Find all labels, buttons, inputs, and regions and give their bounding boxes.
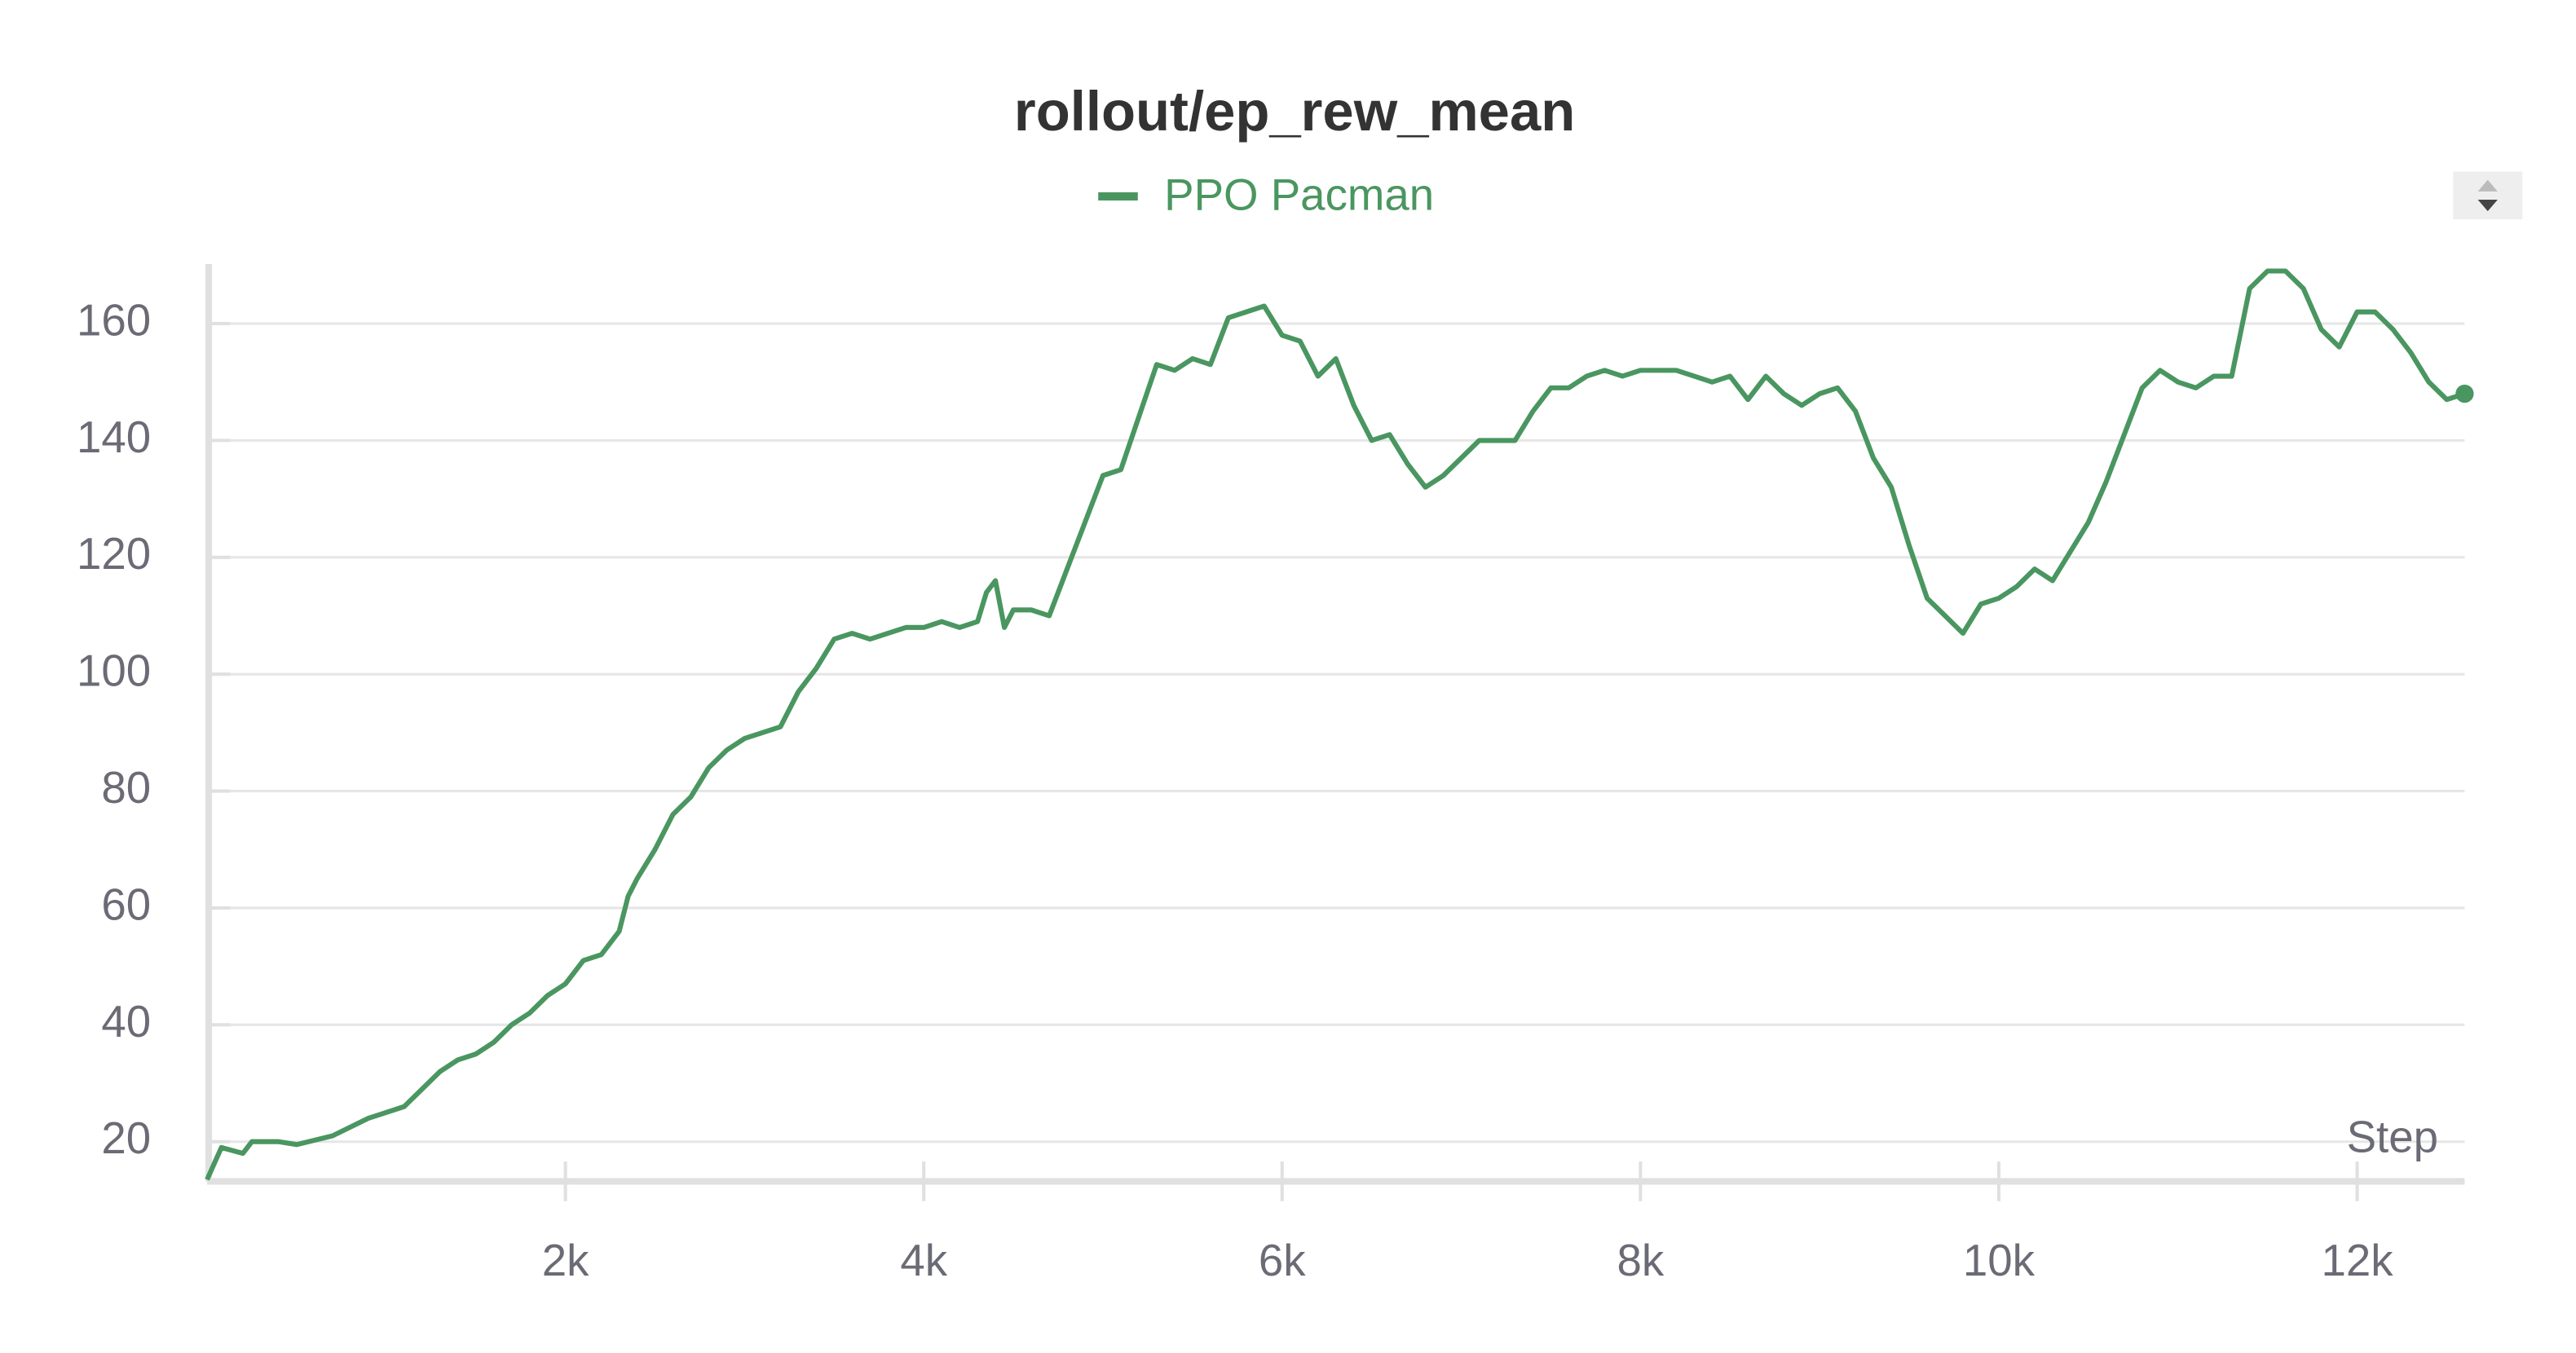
legend-label: PPO Pacman xyxy=(1164,170,1434,219)
x-tick-label: 8k xyxy=(1617,1236,1664,1285)
x-axis-label: Step xyxy=(2347,1112,2438,1161)
y-tick-label: 60 xyxy=(101,879,151,929)
x-tick-label: 10k xyxy=(1963,1236,2036,1285)
y-tick-label: 20 xyxy=(101,1113,151,1163)
x-tick-label: 4k xyxy=(900,1236,947,1285)
line xyxy=(205,268,2466,1181)
y-tick-label: 160 xyxy=(77,295,151,345)
y-tick-label: 40 xyxy=(101,997,151,1047)
y-tick-label: 140 xyxy=(77,412,151,462)
chart-title: rollout/ep_rew_mean xyxy=(1014,80,1575,143)
sort-icon[interactable] xyxy=(2453,171,2523,220)
x-tick-label: 2k xyxy=(542,1236,589,1285)
x-tick-label: 12k xyxy=(2321,1236,2393,1285)
y-tick-label: 100 xyxy=(77,646,151,696)
x-tick-label: 6k xyxy=(1259,1236,1306,1285)
end-point xyxy=(2455,384,2474,403)
legend: PPO Pacman xyxy=(1098,170,1434,219)
y-tick-label: 80 xyxy=(101,763,151,813)
y-tick-label: 120 xyxy=(77,529,151,579)
